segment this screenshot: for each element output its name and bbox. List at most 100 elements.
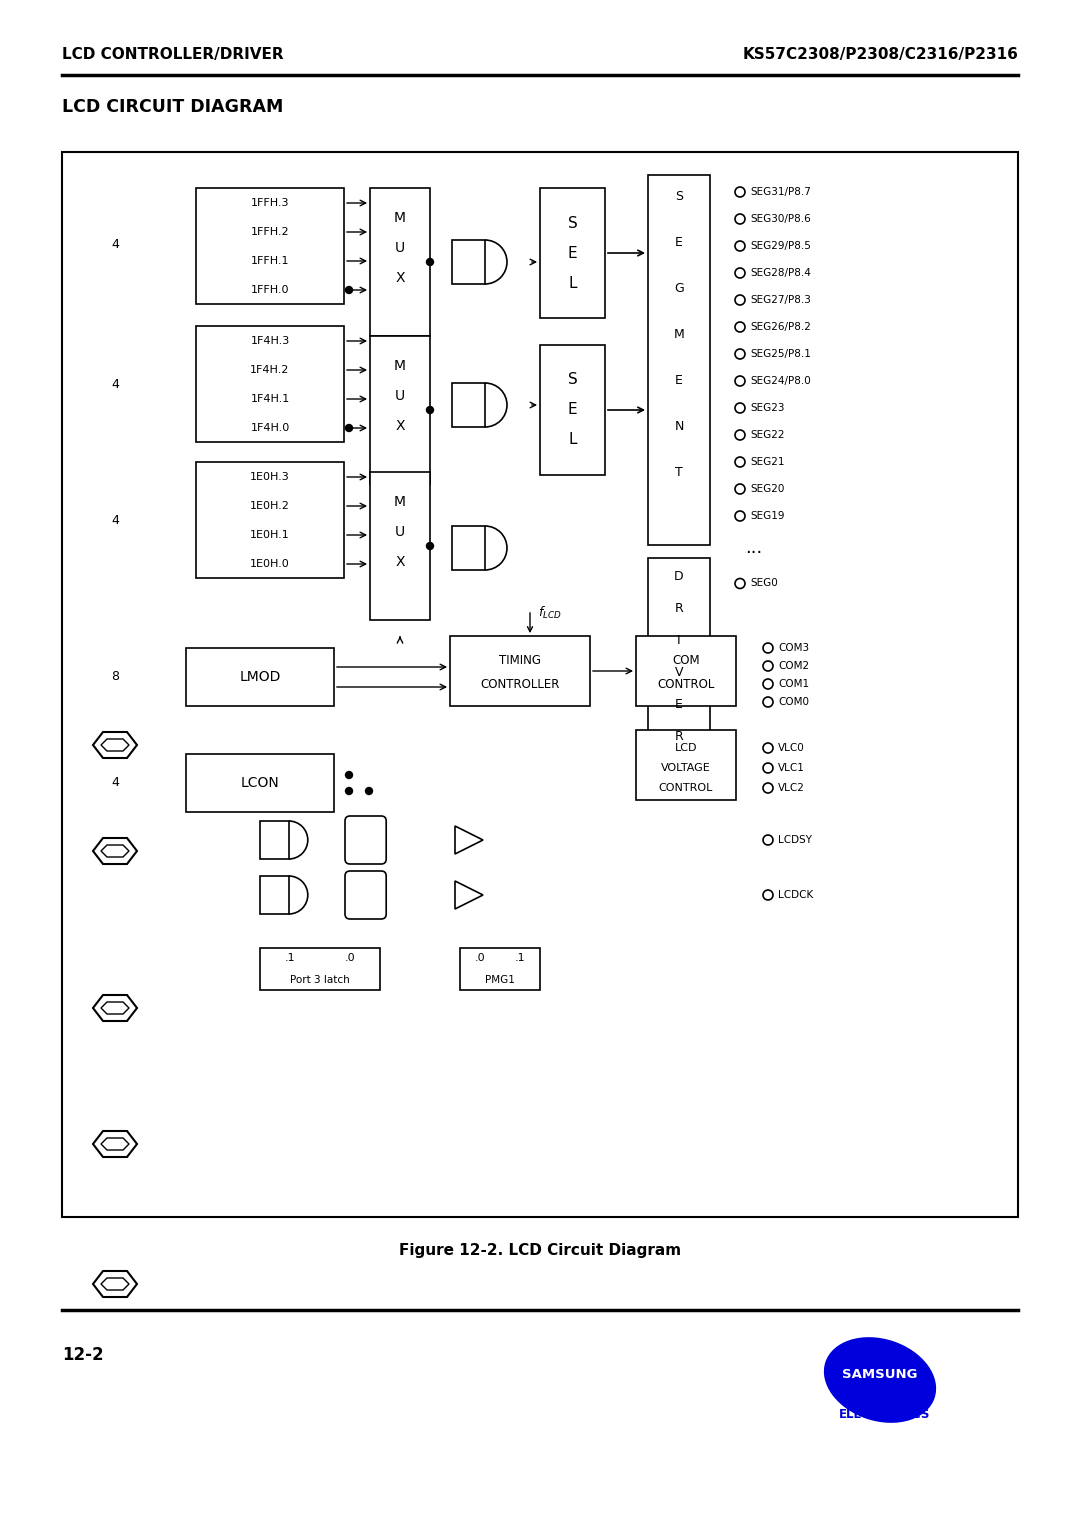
Bar <box>186 648 334 706</box>
Bar <box>195 461 345 578</box>
Text: COM2: COM2 <box>778 662 809 671</box>
Circle shape <box>427 258 433 266</box>
Text: E: E <box>675 237 683 249</box>
Circle shape <box>346 787 352 795</box>
Bar <box>62 151 1018 1216</box>
Text: U: U <box>395 526 405 539</box>
Text: X: X <box>395 555 405 568</box>
Text: E: E <box>568 402 578 417</box>
Text: E: E <box>675 697 683 711</box>
Polygon shape <box>102 845 129 857</box>
Text: SEG28/P8.4: SEG28/P8.4 <box>750 267 811 278</box>
Text: .0: .0 <box>345 953 355 963</box>
Text: SAMSUNG: SAMSUNG <box>842 1369 918 1381</box>
Text: LCD CIRCUIT DIAGRAM: LCD CIRCUIT DIAGRAM <box>62 98 283 116</box>
Text: 8: 8 <box>111 671 119 683</box>
Text: LMOD: LMOD <box>240 669 281 685</box>
Ellipse shape <box>824 1337 936 1423</box>
Text: SEG23: SEG23 <box>750 403 784 413</box>
Text: SEG0: SEG0 <box>750 579 778 588</box>
Text: 4: 4 <box>111 513 119 527</box>
Bar <box>453 240 485 284</box>
Text: R: R <box>675 602 684 614</box>
Bar <box>370 472 430 620</box>
Text: VLC2: VLC2 <box>778 782 805 793</box>
Text: V: V <box>675 666 684 678</box>
Circle shape <box>427 406 433 414</box>
Text: X: X <box>395 270 405 286</box>
Text: 1E0H.3: 1E0H.3 <box>251 472 289 481</box>
Text: LCON: LCON <box>241 776 280 790</box>
Text: LCD CONTROLLER/DRIVER: LCD CONTROLLER/DRIVER <box>62 47 284 63</box>
Text: SEG27/P8.3: SEG27/P8.3 <box>750 295 811 306</box>
Text: T: T <box>675 466 683 480</box>
Text: E: E <box>675 374 683 388</box>
Text: CONTROL: CONTROL <box>659 782 713 793</box>
Text: 1FFH.1: 1FFH.1 <box>251 257 289 266</box>
Bar <box>260 876 288 914</box>
Circle shape <box>346 287 352 293</box>
Circle shape <box>346 425 352 431</box>
Text: E: E <box>568 246 578 260</box>
Circle shape <box>346 772 352 778</box>
Bar <box>648 176 710 545</box>
Text: SEG20: SEG20 <box>750 484 784 494</box>
Text: CONTROL: CONTROL <box>658 677 715 691</box>
Polygon shape <box>102 1002 129 1015</box>
Text: VOLTAGE: VOLTAGE <box>661 762 711 773</box>
Text: COM: COM <box>672 654 700 668</box>
Text: COM1: COM1 <box>778 678 809 689</box>
Text: 4: 4 <box>111 776 119 790</box>
Text: 4: 4 <box>111 377 119 391</box>
Text: SEG31/P8.7: SEG31/P8.7 <box>750 186 811 197</box>
Bar <box>260 821 288 859</box>
Text: D: D <box>674 570 684 582</box>
Bar <box>450 636 590 706</box>
Text: 1E0H.1: 1E0H.1 <box>251 530 289 539</box>
Text: M: M <box>674 329 685 341</box>
Text: S: S <box>568 215 578 231</box>
Text: 12-2: 12-2 <box>62 1346 104 1365</box>
Text: S: S <box>675 191 683 203</box>
Text: 1F4H.1: 1F4H.1 <box>251 394 289 403</box>
Text: $f_{LCD}$: $f_{LCD}$ <box>538 605 562 620</box>
Text: PMG1: PMG1 <box>485 975 515 986</box>
Text: R: R <box>675 729 684 743</box>
Text: 1E0H.0: 1E0H.0 <box>251 559 289 568</box>
Polygon shape <box>102 740 129 750</box>
FancyBboxPatch shape <box>345 816 387 863</box>
Text: Port 3 latch: Port 3 latch <box>291 975 350 986</box>
Text: 4: 4 <box>111 237 119 251</box>
Text: I: I <box>677 634 680 646</box>
Text: ELECTRONICS: ELECTRONICS <box>839 1409 931 1421</box>
Bar <box>636 636 735 706</box>
Text: SEG26/P8.2: SEG26/P8.2 <box>750 322 811 332</box>
Bar <box>540 188 605 318</box>
Text: SEG25/P8.1: SEG25/P8.1 <box>750 348 811 359</box>
Bar <box>540 345 605 475</box>
Text: SEG30/P8.6: SEG30/P8.6 <box>750 214 811 225</box>
Text: S: S <box>568 373 578 388</box>
Circle shape <box>427 542 433 550</box>
Polygon shape <box>102 1138 129 1151</box>
Text: 1F4H.3: 1F4H.3 <box>251 336 289 345</box>
Text: LCD: LCD <box>675 743 698 753</box>
Bar <box>636 730 735 801</box>
Bar <box>648 558 710 769</box>
Bar <box>195 325 345 442</box>
Text: COM0: COM0 <box>778 697 809 707</box>
Bar <box>370 336 430 484</box>
Circle shape <box>365 787 373 795</box>
Text: Figure 12-2. LCD Circuit Diagram: Figure 12-2. LCD Circuit Diagram <box>399 1242 681 1258</box>
Text: TIMING: TIMING <box>499 654 541 668</box>
Bar <box>453 384 485 426</box>
Text: 1E0H.2: 1E0H.2 <box>251 501 289 510</box>
Text: CONTROLLER: CONTROLLER <box>481 677 559 691</box>
Text: .0: .0 <box>475 953 485 963</box>
Text: 1FFH.2: 1FFH.2 <box>251 228 289 237</box>
Bar <box>460 947 540 990</box>
Text: SEG29/P8.5: SEG29/P8.5 <box>750 241 811 251</box>
Text: M: M <box>394 495 406 509</box>
Bar <box>260 947 380 990</box>
Text: U: U <box>395 390 405 403</box>
